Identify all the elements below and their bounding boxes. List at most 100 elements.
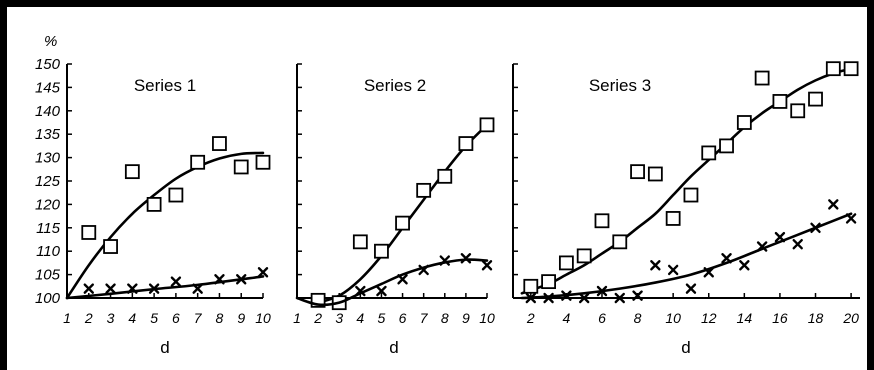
square-point [479,117,495,133]
cross-point [739,260,750,271]
x-tick-label: 6 [399,310,407,326]
cross-point [355,285,366,297]
square-point [825,61,841,77]
cross-point [543,292,554,304]
cross-point [703,267,714,278]
square-point [352,234,368,250]
cross-point [257,267,269,278]
square-point [808,91,823,107]
fit-curve-square [520,67,853,295]
cross-point [460,253,472,264]
y-tick-label: 140 [35,103,61,120]
x-tick-label: 10 [479,310,495,326]
cross-point [439,255,450,266]
cross-point [845,213,857,224]
x-tick-label: 4 [128,310,136,326]
square-point [647,166,663,182]
cross-point [105,283,116,294]
square-point [395,215,410,231]
square-point [523,278,539,294]
cross-point [376,285,387,297]
x-tick-label: 3 [335,310,343,326]
square-point [701,145,717,161]
cross-point [525,292,536,304]
square-point [736,115,752,130]
cross-point [148,283,160,294]
x-tick-label: 16 [772,310,788,326]
x-tick-label: 4 [562,310,570,326]
x-tick-label: 2 [526,310,535,326]
square-point [843,61,859,77]
square-point [612,234,628,250]
cross-point [236,274,247,285]
square-point [168,187,184,203]
cross-point [828,199,839,210]
cross-point [667,264,679,276]
y-unit-label: % [44,33,57,50]
cross-point [650,260,661,271]
y-tick-label: 145 [35,79,61,96]
x-tick-label: 1 [293,310,301,326]
x-tick-label: 7 [194,310,203,326]
x-tick-label: 2 [84,310,93,326]
x-tick-label: 8 [216,310,224,326]
square-point [754,70,770,86]
cross-point [127,283,138,294]
square-point [190,154,206,170]
x-axis-label: d [681,338,690,357]
cross-point [170,276,182,287]
fit-curve-square [65,151,265,300]
square-point [233,159,249,175]
square-point [374,243,389,259]
x-tick-label: 10 [665,310,681,326]
y-tick-label: 135 [35,126,61,143]
square-point [772,94,788,109]
square-point [146,196,162,212]
square-point [81,225,97,240]
y-tick-label: 100 [35,290,61,307]
fit-curve-cross [520,212,853,300]
square-point [541,274,556,290]
fit-curve-cross [295,258,489,307]
square-point [576,248,592,264]
square-point [212,136,227,151]
x-tick-label: 18 [808,310,824,326]
x-tick-label: 8 [634,310,642,326]
x-tick-label: 1 [63,310,71,326]
square-point [255,154,271,170]
cross-point [561,290,572,301]
x-axis-label: d [160,338,169,357]
cross-point [418,264,429,276]
x-tick-label: 12 [701,310,717,326]
square-point [683,187,699,203]
y-tick-label: 115 [36,220,61,237]
cross-point [792,238,803,250]
cross-point [756,241,768,252]
square-point [416,182,432,198]
square-point [594,213,610,229]
y-tick-label: 120 [35,196,61,213]
cross-point [774,231,786,243]
square-point [665,211,681,226]
square-point [719,138,734,154]
x-tick-label: 8 [441,310,449,326]
y-tick-label: 130 [35,150,61,167]
square-point [124,164,140,180]
square-point [458,136,474,151]
panel-title: Series 2 [364,76,426,95]
cross-point [614,292,625,304]
square-point [558,255,574,271]
cross-point [214,274,225,285]
x-tick-label: 14 [737,310,753,326]
panel-1: 1 2 3 4 5 6 7 8 9 10 Series 1 d [63,63,271,357]
y-tick-label: 150 [35,56,61,73]
cross-point [192,283,203,294]
x-tick-label: 2 [313,310,322,326]
figure-panel [7,7,867,370]
panel-2: 1 2 3 4 5 6 7 8 9 10 Series 2 d [293,63,495,357]
x-tick-label: 6 [598,310,606,326]
x-tick-label: 5 [378,310,386,326]
y-tick-label: 105 [35,267,61,284]
